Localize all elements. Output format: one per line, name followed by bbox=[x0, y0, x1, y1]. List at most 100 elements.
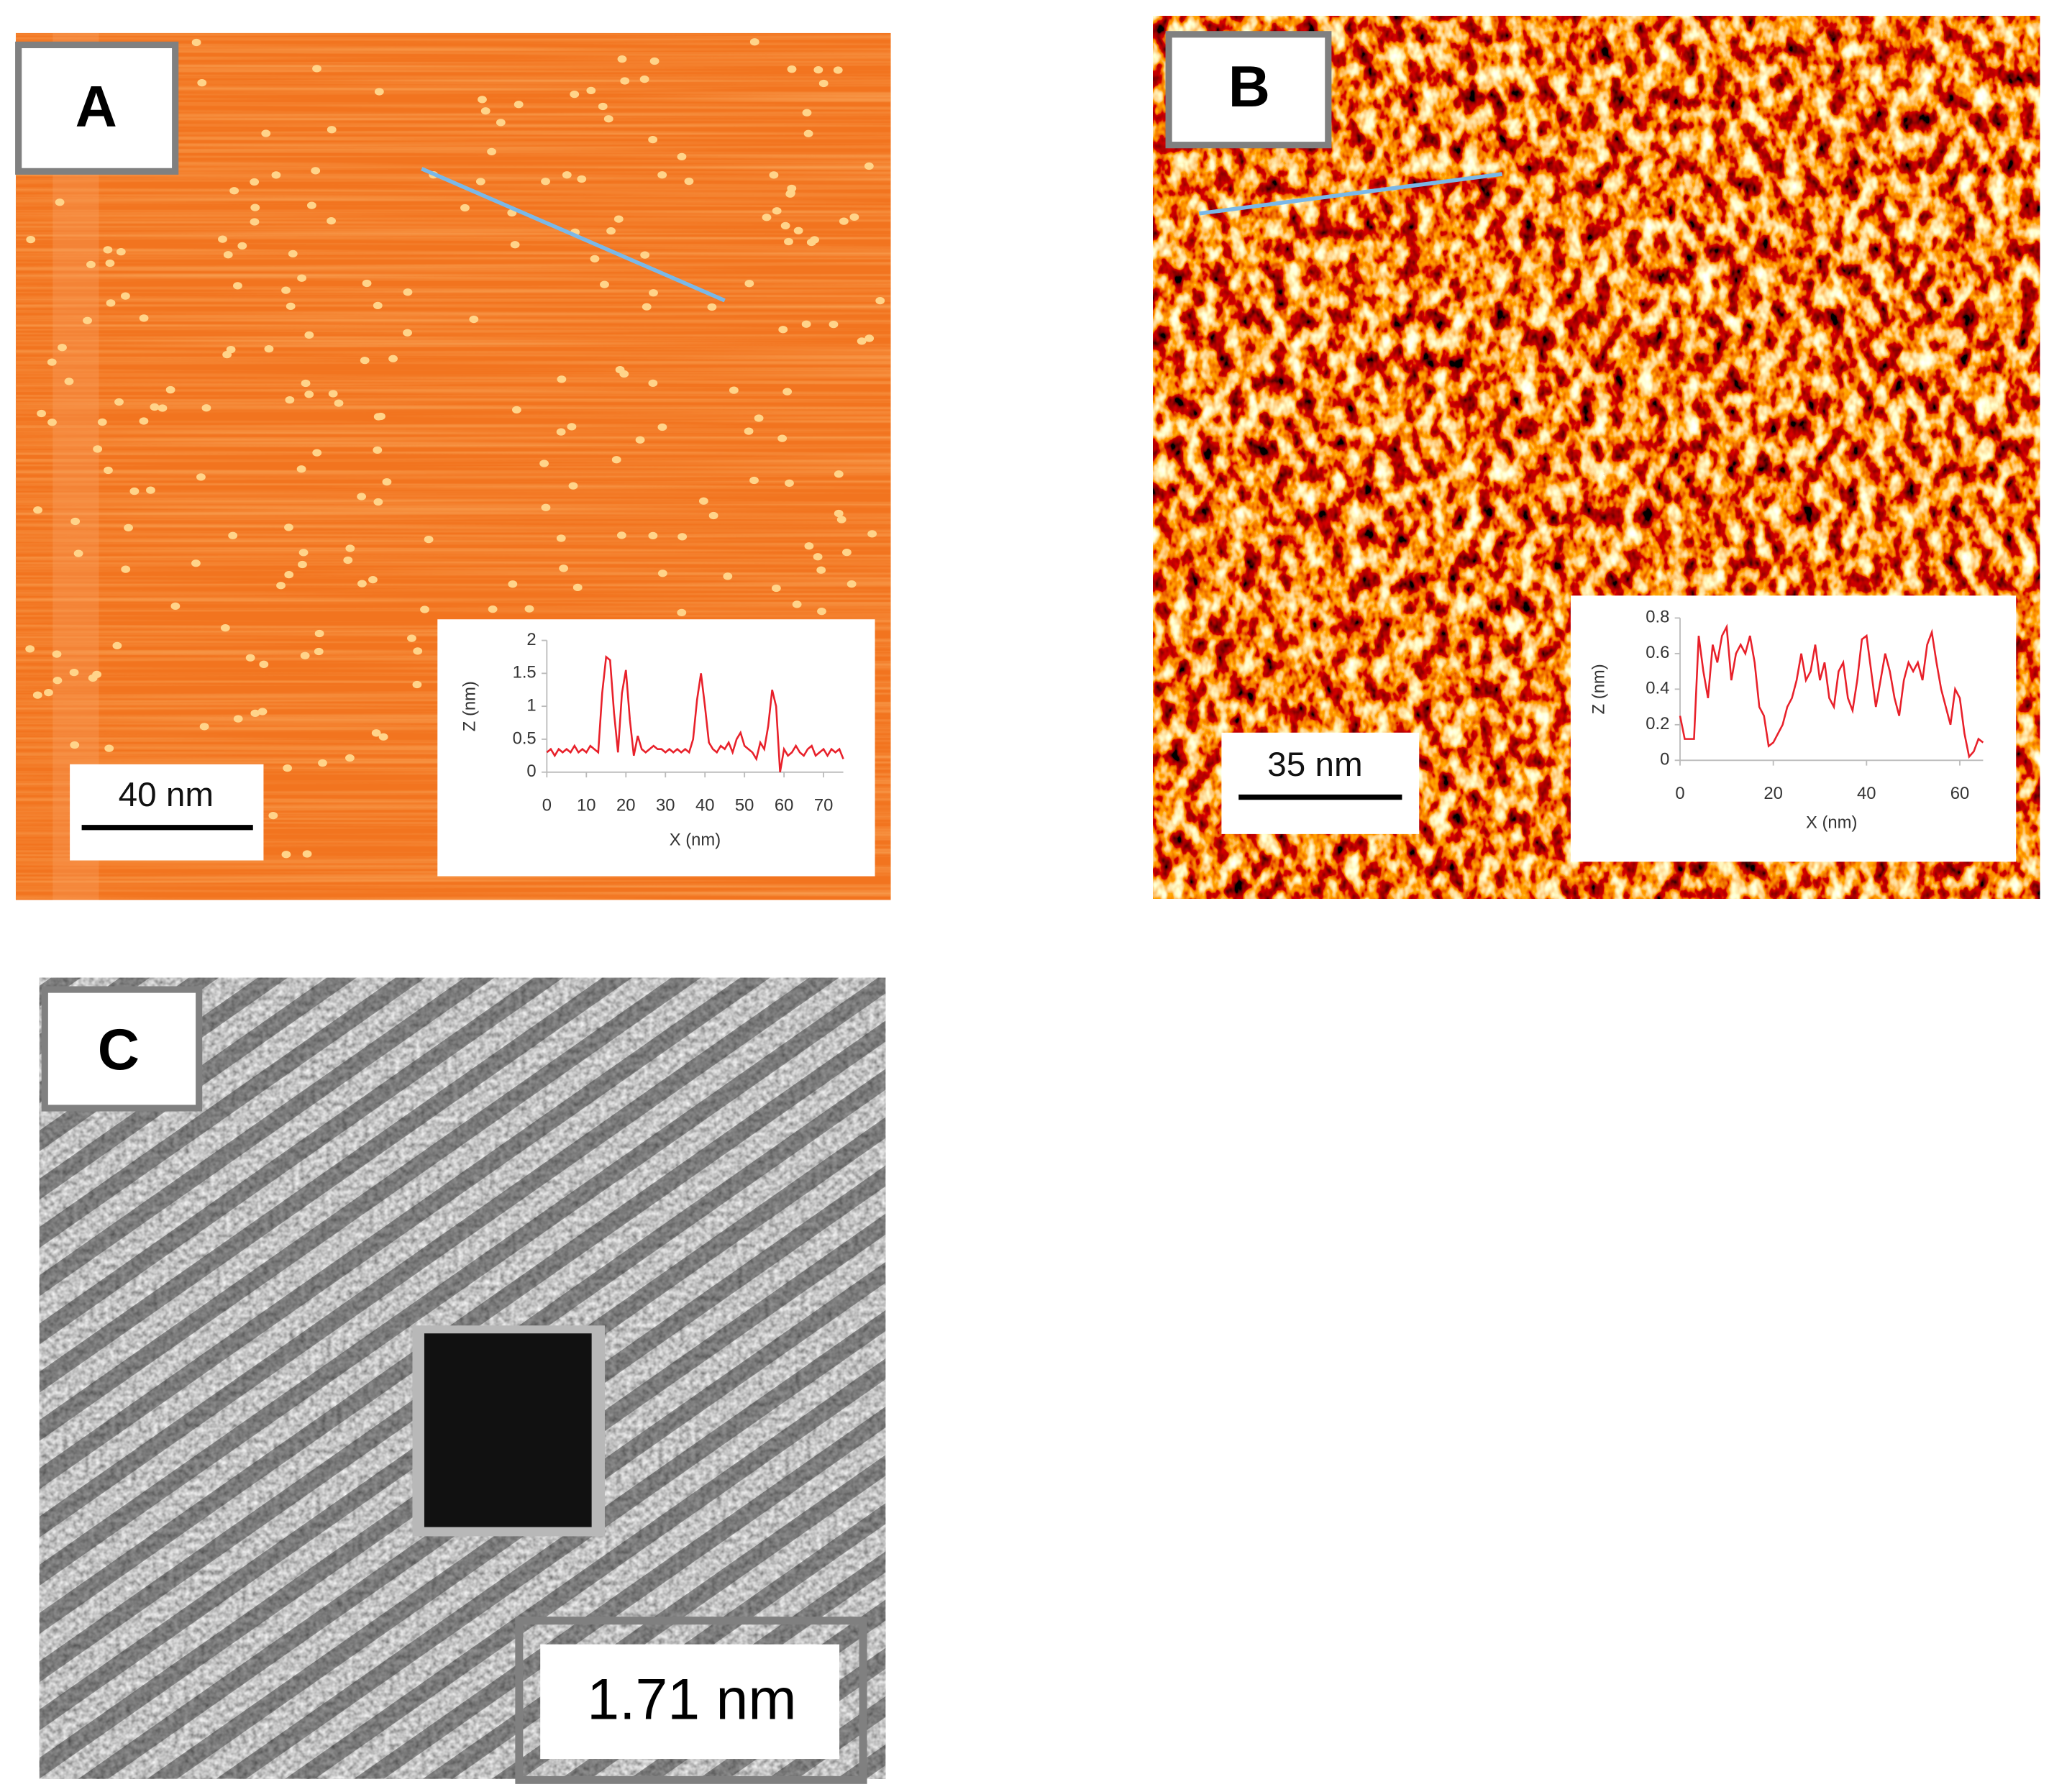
particle bbox=[640, 251, 650, 259]
scale-box bbox=[70, 764, 264, 861]
particle bbox=[412, 680, 422, 689]
particle bbox=[55, 198, 65, 206]
particle bbox=[218, 235, 227, 243]
particle bbox=[420, 605, 429, 613]
particle bbox=[70, 741, 80, 749]
particle bbox=[864, 334, 875, 342]
particles bbox=[25, 38, 885, 859]
particle bbox=[649, 57, 660, 65]
particle bbox=[312, 65, 321, 73]
particle bbox=[613, 215, 624, 223]
particle bbox=[26, 235, 36, 244]
particle bbox=[104, 744, 114, 752]
particle bbox=[780, 221, 790, 230]
particle bbox=[649, 289, 658, 297]
particle bbox=[281, 286, 291, 294]
panel-c: C 1.71 nm bbox=[39, 977, 886, 1784]
y-axis-title: Z (nm) bbox=[1589, 664, 1609, 714]
particle bbox=[146, 486, 155, 494]
y-tick-label: 0.4 bbox=[1646, 679, 1669, 698]
particle bbox=[639, 75, 649, 83]
particle bbox=[817, 608, 826, 616]
particle bbox=[314, 629, 324, 638]
particle bbox=[373, 301, 383, 310]
particle bbox=[849, 213, 859, 221]
particle bbox=[237, 242, 247, 250]
particle bbox=[357, 580, 367, 588]
particle bbox=[58, 344, 67, 352]
particle bbox=[744, 280, 754, 288]
particle bbox=[114, 398, 124, 406]
profile-curve bbox=[1679, 623, 1984, 759]
particle bbox=[514, 101, 524, 109]
particle bbox=[846, 580, 857, 588]
particle bbox=[785, 479, 794, 488]
particle bbox=[787, 65, 797, 73]
particle bbox=[304, 331, 314, 339]
particle bbox=[749, 476, 759, 485]
y-tick-label: 0 bbox=[1660, 750, 1669, 769]
particle bbox=[25, 645, 35, 653]
particle bbox=[615, 366, 625, 374]
particle bbox=[334, 399, 344, 407]
particle bbox=[657, 171, 667, 179]
particle bbox=[677, 608, 687, 616]
particle bbox=[286, 302, 296, 310]
particle bbox=[833, 66, 843, 74]
particle bbox=[782, 388, 793, 396]
particle bbox=[197, 78, 207, 87]
particle bbox=[264, 344, 274, 353]
inset-chart: 0 0.2 0.4 0.6 0.8 0 20 40 60 X (nm) Z (nm) bbox=[1589, 608, 1984, 833]
particle bbox=[53, 677, 63, 685]
particle bbox=[44, 689, 53, 697]
x-tick-label: 20 bbox=[1763, 784, 1782, 803]
x-tick-label: 60 bbox=[775, 796, 793, 815]
particle bbox=[64, 378, 74, 385]
particle bbox=[268, 812, 278, 820]
particle bbox=[312, 449, 322, 457]
particle bbox=[556, 534, 566, 542]
panel-label-box bbox=[41, 986, 203, 1112]
particle bbox=[158, 404, 168, 412]
particle bbox=[403, 329, 412, 337]
particle bbox=[460, 204, 470, 212]
x-tick-label: 20 bbox=[616, 796, 635, 815]
particle bbox=[413, 647, 423, 655]
particle bbox=[378, 733, 388, 741]
particle bbox=[684, 178, 694, 186]
particle bbox=[857, 337, 867, 345]
particle bbox=[32, 691, 42, 699]
profile-curve bbox=[546, 654, 844, 772]
particle bbox=[407, 634, 416, 642]
particle bbox=[362, 279, 372, 288]
particle bbox=[257, 708, 268, 716]
particle bbox=[345, 754, 355, 762]
particle bbox=[867, 530, 877, 538]
particle bbox=[839, 217, 849, 225]
particle bbox=[327, 126, 337, 134]
x-tick-label: 30 bbox=[656, 796, 675, 815]
particle bbox=[328, 390, 338, 398]
particle bbox=[129, 487, 140, 495]
particle bbox=[250, 709, 260, 717]
particle bbox=[199, 723, 209, 731]
particle bbox=[88, 674, 98, 682]
afm-edge bbox=[53, 32, 99, 900]
particle bbox=[570, 90, 580, 99]
particle bbox=[572, 583, 583, 592]
x-tick-label: 60 bbox=[1950, 784, 1969, 803]
particle bbox=[834, 470, 844, 478]
particle bbox=[635, 436, 645, 444]
particle bbox=[864, 162, 874, 170]
panel-a: A 40 nm bbox=[15, 32, 891, 900]
scale-label: 40 nm bbox=[119, 776, 214, 814]
particle bbox=[557, 375, 567, 383]
particle bbox=[603, 115, 613, 123]
y-tick-label: 0 bbox=[526, 762, 536, 781]
x-axis-title: X (nm) bbox=[1806, 813, 1857, 833]
particle bbox=[657, 570, 667, 577]
particle bbox=[723, 572, 733, 580]
particle bbox=[424, 536, 434, 544]
particle bbox=[191, 559, 201, 567]
